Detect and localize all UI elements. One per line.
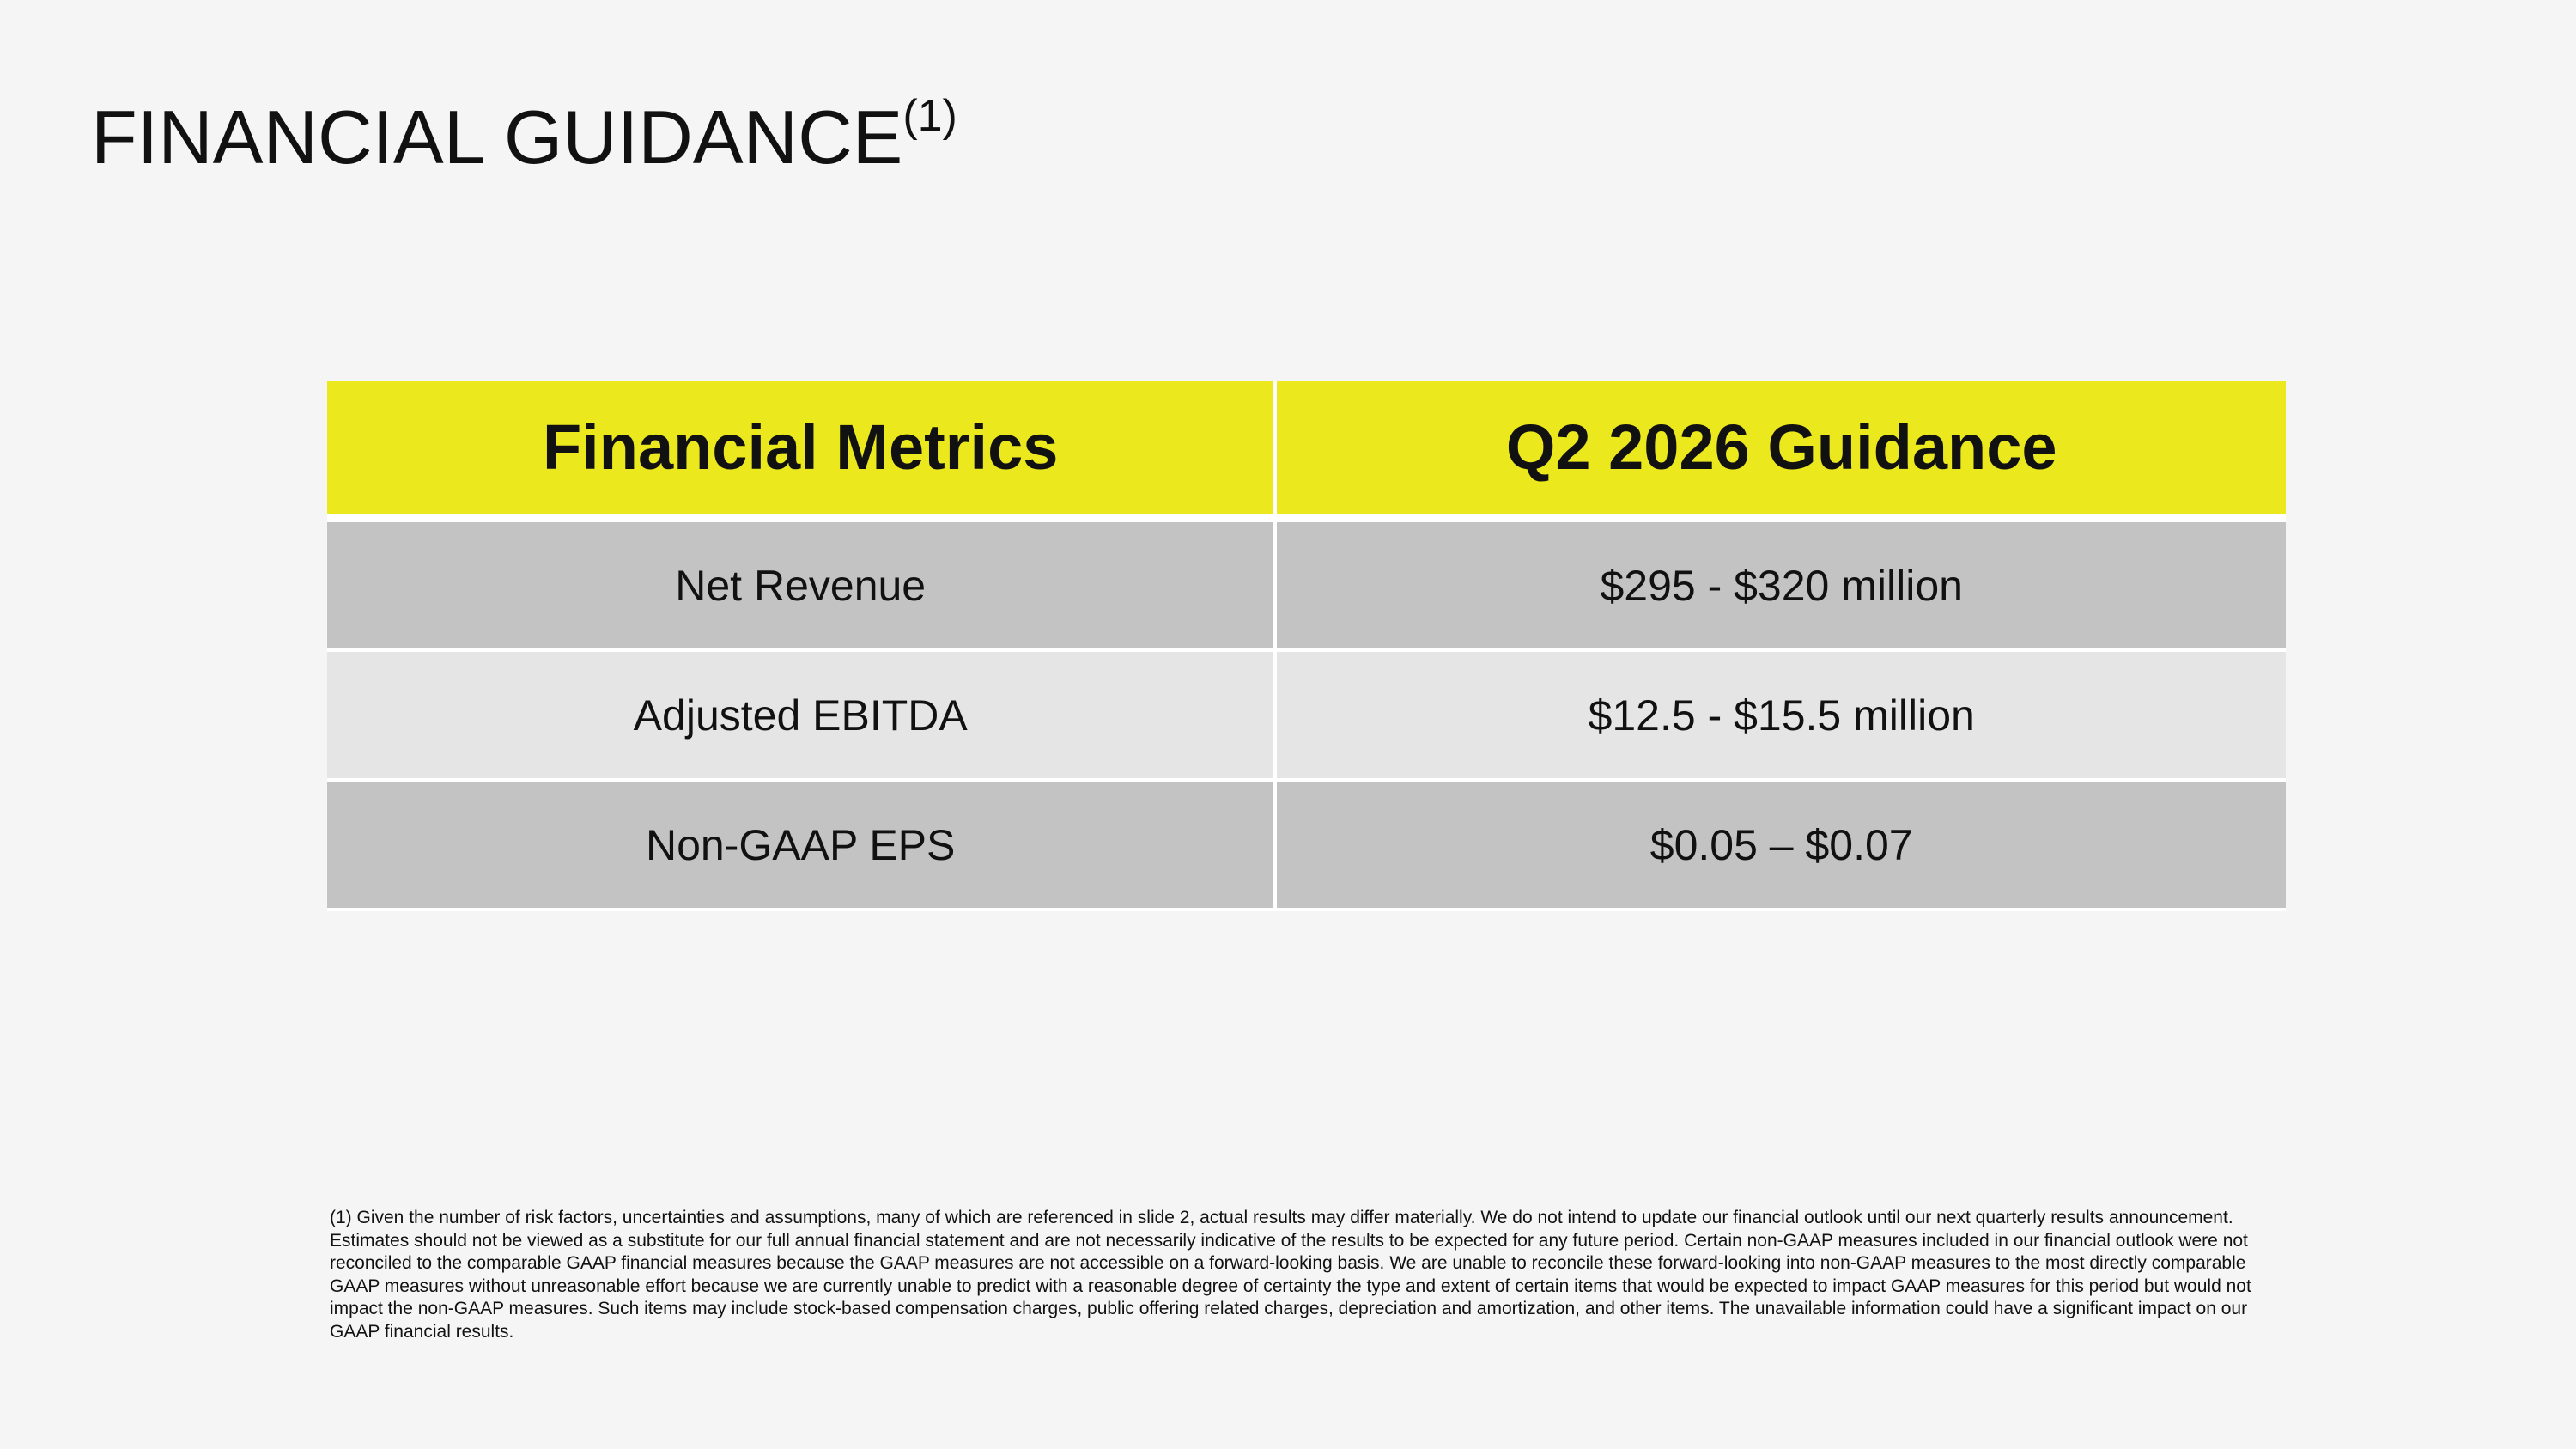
metric-cell: Non-GAAP EPS — [327, 782, 1278, 911]
footnote: (1) Given the number of risk factors, un… — [330, 1208, 2251, 1342]
table-row: Net Revenue $295 - $320 million — [327, 522, 2286, 652]
guidance-cell: $295 - $320 million — [1277, 522, 2286, 652]
metric-cell: Net Revenue — [327, 522, 1278, 652]
column-header: Q2 2026 Guidance — [1277, 381, 2286, 522]
guidance-cell: $0.05 – $0.07 — [1277, 782, 2286, 911]
table-row: Non-GAAP EPS $0.05 – $0.07 — [327, 782, 2286, 911]
guidance-cell: $12.5 - $15.5 million — [1277, 652, 2286, 782]
note-marker: (1) — [902, 91, 957, 141]
slide-title: FINANCIAL GUIDANCE(1) — [91, 90, 957, 181]
table-row: Adjusted EBITDA $12.5 - $15.5 million — [327, 652, 2286, 782]
title-text: FINANCIAL GUIDANCE — [91, 94, 903, 180]
metric-cell: Adjusted EBITDA — [327, 652, 1278, 782]
guidance-table: Financial Metrics Q2 2026 Guidance Net R… — [327, 381, 2286, 911]
header-row: Financial Metrics Q2 2026 Guidance — [327, 381, 2286, 522]
column-header: Financial Metrics — [327, 381, 1278, 522]
